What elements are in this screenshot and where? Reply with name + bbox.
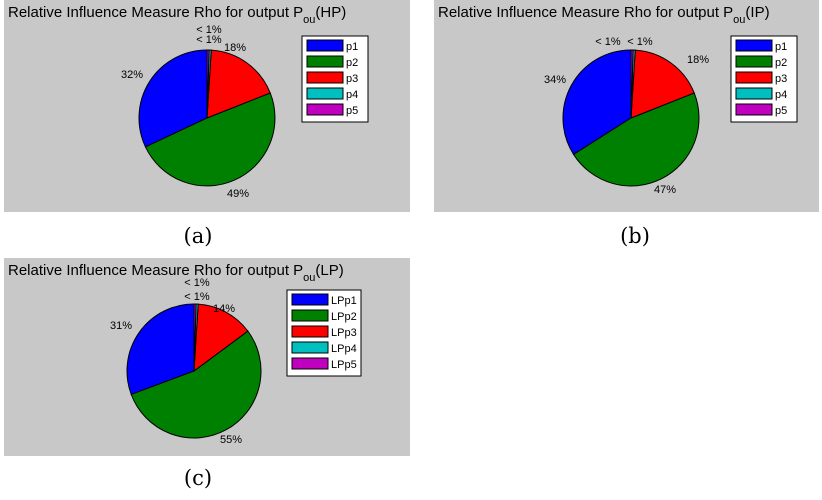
pie-chart-b: Relative Influence Measure Rho for outpu… (438, 4, 798, 196)
legend-swatch-lpp3 (291, 325, 329, 338)
pie-slice-p2 (144, 92, 276, 187)
pie-slices (126, 303, 262, 439)
legend-swatch-p3 (735, 71, 773, 84)
pie-slice-p3 (206, 49, 271, 119)
legend-swatch-p3 (306, 71, 344, 84)
legend: p1 p2 p3 p4 p5 (730, 35, 798, 123)
slice-label-lpp4: < 1% (184, 277, 210, 289)
chart-title: Relative Influence Measure Rho for outpu… (8, 4, 346, 26)
chart-title: Relative Influence Measure Rho for outpu… (8, 262, 344, 284)
legend-swatch-lpp1 (291, 293, 329, 306)
pie-slices (562, 49, 700, 187)
chart-panel-a: Relative Influence Measure Rho for outpu… (4, 0, 410, 212)
legend-label-lpp4: LPp4 (331, 343, 357, 355)
slice-label-p2: 49% (227, 188, 249, 200)
pie-slices (138, 49, 276, 187)
legend-swatch-lpp5 (291, 357, 329, 370)
chart-panel-b: Relative Influence Measure Rho for outpu… (434, 0, 819, 212)
chart-panel-c: Relative Influence Measure Rho for outpu… (4, 258, 410, 456)
slice-label-p4: < 1% (595, 36, 621, 48)
legend: p1 p2 p3 p4 p5 (301, 35, 369, 123)
slice-label-lpp1: 31% (110, 320, 132, 332)
slice-label-p3: 18% (687, 54, 709, 66)
pie-slice-lpp5 (193, 303, 197, 372)
chart-title: Relative Influence Measure Rho for outpu… (438, 4, 770, 26)
legend-label-p4: p4 (346, 89, 358, 101)
slice-label-lpp5: < 1% (184, 291, 210, 303)
slice-label-lpp3: 14% (213, 303, 235, 315)
legend-swatch-lpp4 (291, 341, 329, 354)
pie-slice-lpp1 (126, 303, 195, 396)
legend-swatch-p4 (735, 87, 773, 100)
slice-label-p3: 18% (224, 42, 246, 54)
legend-label-p1: p1 (775, 41, 787, 53)
legend-label-lpp1: LPp1 (331, 295, 357, 307)
pie-chart-c: Relative Influence Measure Rho for outpu… (8, 262, 362, 446)
caption-b: (b) (620, 224, 650, 248)
caption-c: (c) (183, 466, 213, 490)
legend-label-p5: p5 (346, 105, 358, 117)
pie-chart-a: Relative Influence Measure Rho for outpu… (8, 4, 369, 200)
slice-label-p1: 34% (544, 74, 566, 86)
slice-label-p4: < 1% (196, 24, 222, 36)
legend-label-lpp5: LPp5 (331, 359, 357, 371)
slice-label-p5: < 1% (196, 34, 222, 46)
legend-label-p1: p1 (346, 41, 358, 53)
slice-label-p2: 47% (654, 184, 676, 196)
pie-slice-p5 (630, 49, 634, 119)
legend-swatch-p4 (306, 87, 344, 100)
legend-swatch-p1 (735, 39, 773, 52)
legend-swatch-p1 (306, 39, 344, 52)
pie-slice-p2 (572, 92, 700, 187)
legend-label-lpp3: LPp3 (331, 327, 357, 339)
legend-label-p2: p2 (346, 57, 358, 69)
legend-swatch-lpp2 (291, 309, 329, 322)
legend: LPp1 LPp2 LPp3 LPp4 LPp5 (286, 289, 362, 377)
legend-label-p2: p2 (775, 57, 787, 69)
legend-label-p4: p4 (775, 89, 787, 101)
pie-slice-p1 (138, 49, 208, 148)
slice-label-p5: < 1% (627, 36, 653, 48)
legend-label-lpp2: LPp2 (331, 311, 357, 323)
legend-swatch-p2 (735, 55, 773, 68)
legend-swatch-p2 (306, 55, 344, 68)
pie-slice-lpp3 (193, 303, 249, 373)
slice-label-lpp2: 55% (220, 434, 242, 446)
pie-slice-p5 (206, 49, 210, 119)
slice-label-p1: 32% (121, 69, 143, 81)
legend-label-p3: p3 (346, 73, 358, 85)
legend-label-p3: p3 (775, 73, 787, 85)
legend-swatch-p5 (306, 103, 344, 116)
legend-swatch-p5 (735, 103, 773, 116)
pie-slice-lpp2 (130, 330, 262, 439)
caption-a: (a) (183, 224, 213, 248)
legend-label-p5: p5 (775, 105, 787, 117)
pie-slice-p3 (630, 49, 695, 119)
